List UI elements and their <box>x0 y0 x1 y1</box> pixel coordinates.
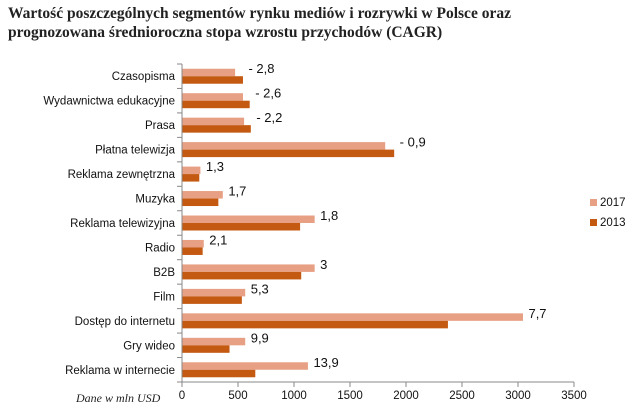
legend-swatch <box>590 199 597 206</box>
chart-title: Wartość poszczególnych segmentów rynku m… <box>8 4 630 42</box>
category-label: Prasa <box>145 120 176 132</box>
bar-2017 <box>182 337 246 346</box>
bar-2013 <box>182 174 200 182</box>
x-tick-label: 500 <box>228 390 247 402</box>
chart-title-line-2: prognozowana średnioroczna stopa wzrostu… <box>8 24 443 41</box>
category-label: Reklama telewizyjna <box>70 218 175 230</box>
bar-2017 <box>182 68 236 77</box>
bar-2013 <box>182 223 301 231</box>
cagr-label: 3 <box>320 257 327 272</box>
bar-2013 <box>182 198 219 207</box>
category-label: Dostęp do internetu <box>75 316 175 328</box>
bar-2017 <box>182 117 245 126</box>
category-label: Film <box>153 291 175 303</box>
cagr-label: - 2,2 <box>256 110 282 125</box>
bar-2013 <box>182 345 230 353</box>
cagr-label: 7,7 <box>528 306 546 321</box>
bar-2017 <box>182 93 243 101</box>
chart-title-line-1: Wartość poszczególnych segmentów rynku m… <box>8 5 511 22</box>
cagr-label: 2,1 <box>209 232 227 247</box>
bar-2017 <box>182 191 223 199</box>
bar-2017 <box>182 239 204 248</box>
x-tick-label: 1000 <box>281 390 307 402</box>
cagr-label: 5,3 <box>251 281 269 296</box>
category-label: Reklama w internecie <box>65 365 175 377</box>
cagr-label: - 0,9 <box>400 135 426 150</box>
cagr-label: 13,9 <box>313 355 338 370</box>
bar-2017 <box>182 313 523 321</box>
cagr-label: - 2,6 <box>255 86 281 101</box>
unit-footnote: Dane w mln USD <box>76 391 161 405</box>
category-label: Wydawnictwa edukacyjne <box>43 96 175 108</box>
category-label: Muzyka <box>135 194 175 206</box>
bar-2013 <box>182 369 256 378</box>
category-label: Radio <box>145 242 175 254</box>
cagr-label: 1,8 <box>320 208 338 223</box>
cagr-label: 9,9 <box>251 330 269 345</box>
bar-2017 <box>182 142 386 150</box>
bar-2013 <box>182 247 203 255</box>
bar-2013 <box>182 125 251 133</box>
bar-2013 <box>182 76 243 84</box>
bar-2017 <box>182 215 315 223</box>
bar-2017 <box>182 166 201 175</box>
legend-label: 2013 <box>600 217 626 229</box>
bar-2013 <box>182 320 448 329</box>
bar-2013 <box>182 149 395 158</box>
category-label: B2B <box>153 267 175 279</box>
bar-2017 <box>182 288 246 297</box>
x-tick-label: 0 <box>179 390 185 402</box>
x-tick-label: 3500 <box>561 390 587 402</box>
category-label: Gry wideo <box>123 340 175 352</box>
x-tick-label: 2000 <box>393 390 419 402</box>
bar-2013 <box>182 100 250 109</box>
legend-swatch <box>590 219 597 226</box>
x-tick-label: 1500 <box>337 390 363 402</box>
category-label: Płatna telewizja <box>95 145 176 157</box>
cagr-label: - 2,8 <box>248 61 274 76</box>
x-tick-label: 2500 <box>449 390 475 402</box>
bar-2013 <box>182 296 242 304</box>
cagr-label: 1,7 <box>228 184 246 199</box>
category-label: Reklama zewnętrzna <box>68 169 176 181</box>
category-label: Czasopisma <box>112 71 176 83</box>
legend-label: 2017 <box>600 197 626 209</box>
bar-2013 <box>182 271 302 280</box>
bar-2017 <box>182 362 308 370</box>
bar-2017 <box>182 264 315 272</box>
x-tick-label: 3000 <box>505 390 531 402</box>
cagr-label: 1,3 <box>206 159 224 174</box>
